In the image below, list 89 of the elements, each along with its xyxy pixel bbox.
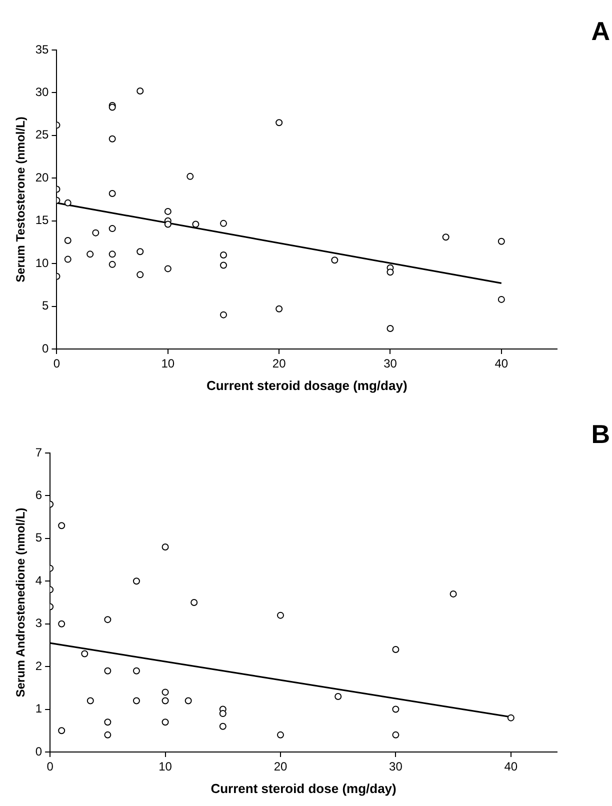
point: [276, 612, 284, 619]
point: [104, 667, 112, 674]
x-axis-title: Current steroid dosage (mg/day): [206, 378, 408, 393]
point: [331, 256, 338, 264]
point: [136, 88, 144, 95]
point: [136, 271, 144, 278]
point: [450, 590, 457, 598]
point: [86, 697, 94, 704]
x-tick-label: 20: [272, 356, 286, 371]
point: [186, 172, 194, 180]
text: A: [591, 16, 610, 46]
y-tick-label: 30: [35, 85, 50, 100]
point: [164, 208, 172, 215]
x-tick-label: 20: [274, 760, 288, 774]
x-axis-title: Current steroid dose (mg/day): [210, 780, 396, 796]
point: [276, 119, 283, 126]
point: [162, 688, 169, 696]
x-tick-label: 30: [389, 760, 403, 774]
y-tick-label: 7: [35, 445, 42, 460]
y-tick-label: 3: [35, 616, 42, 630]
point: [392, 646, 400, 653]
point: [184, 697, 192, 704]
point: [219, 722, 226, 730]
y-tick-label: 4: [35, 573, 42, 588]
point: [136, 248, 144, 256]
point: [386, 324, 394, 332]
point: [132, 667, 140, 674]
point: [442, 234, 450, 241]
point: [192, 220, 200, 228]
y-tick-label: 5: [42, 298, 50, 313]
point: [164, 265, 172, 272]
point: [162, 543, 169, 550]
point: [64, 256, 72, 263]
point: [58, 522, 66, 530]
point: [276, 305, 283, 312]
point: [164, 220, 172, 228]
x-tick-label: 10: [161, 356, 175, 371]
y-tick-label: 1: [35, 702, 42, 716]
point: [276, 731, 284, 738]
y-axis-title: Serum Androstenedione (nmol/L): [14, 508, 28, 698]
point: [498, 296, 505, 303]
point: [58, 620, 66, 628]
point: [108, 190, 116, 198]
point: [392, 731, 400, 738]
point: [498, 238, 505, 245]
point: [334, 692, 342, 700]
point: [132, 697, 140, 704]
text: B: [591, 419, 610, 450]
point: [108, 225, 116, 232]
point: [219, 710, 226, 718]
point: [132, 578, 140, 585]
point: [104, 731, 112, 738]
point: [162, 697, 169, 704]
point: [92, 229, 100, 236]
point: [162, 718, 169, 726]
point: [507, 714, 514, 722]
y-tick-label: 6: [35, 488, 42, 502]
point: [108, 250, 116, 258]
y-tick-label: 15: [35, 213, 50, 228]
y-tick-label: 35: [35, 42, 50, 56]
y-tick-label: 10: [35, 256, 50, 270]
point: [104, 616, 112, 624]
point: [220, 311, 227, 318]
point: [108, 135, 116, 142]
x-tick-label: 10: [158, 760, 172, 774]
point: [81, 650, 88, 658]
point: [220, 252, 227, 259]
y-tick-label: 0: [35, 744, 42, 758]
x-tick-label: 40: [504, 760, 518, 774]
y-tick-label: 2: [35, 658, 42, 673]
point: [220, 262, 227, 269]
y-tick-label: 25: [35, 128, 50, 142]
y-tick-label: 0: [42, 341, 50, 356]
x-tick-label: 40: [494, 356, 508, 371]
point: [392, 706, 400, 713]
point: [386, 268, 394, 276]
point: [190, 599, 198, 606]
point: [86, 250, 94, 258]
point: [108, 260, 116, 268]
x-tick-label: 0: [53, 356, 60, 371]
y-tick-label: 20: [35, 170, 50, 184]
point: [104, 718, 112, 726]
point: [64, 237, 72, 244]
x-tick-label: 30: [384, 356, 398, 371]
y-tick-label: 5: [35, 530, 42, 545]
y-axis-title: Serum Testosterone (nmol/L): [14, 116, 28, 282]
point: [58, 727, 66, 734]
point: [64, 199, 72, 206]
point: [220, 220, 227, 227]
